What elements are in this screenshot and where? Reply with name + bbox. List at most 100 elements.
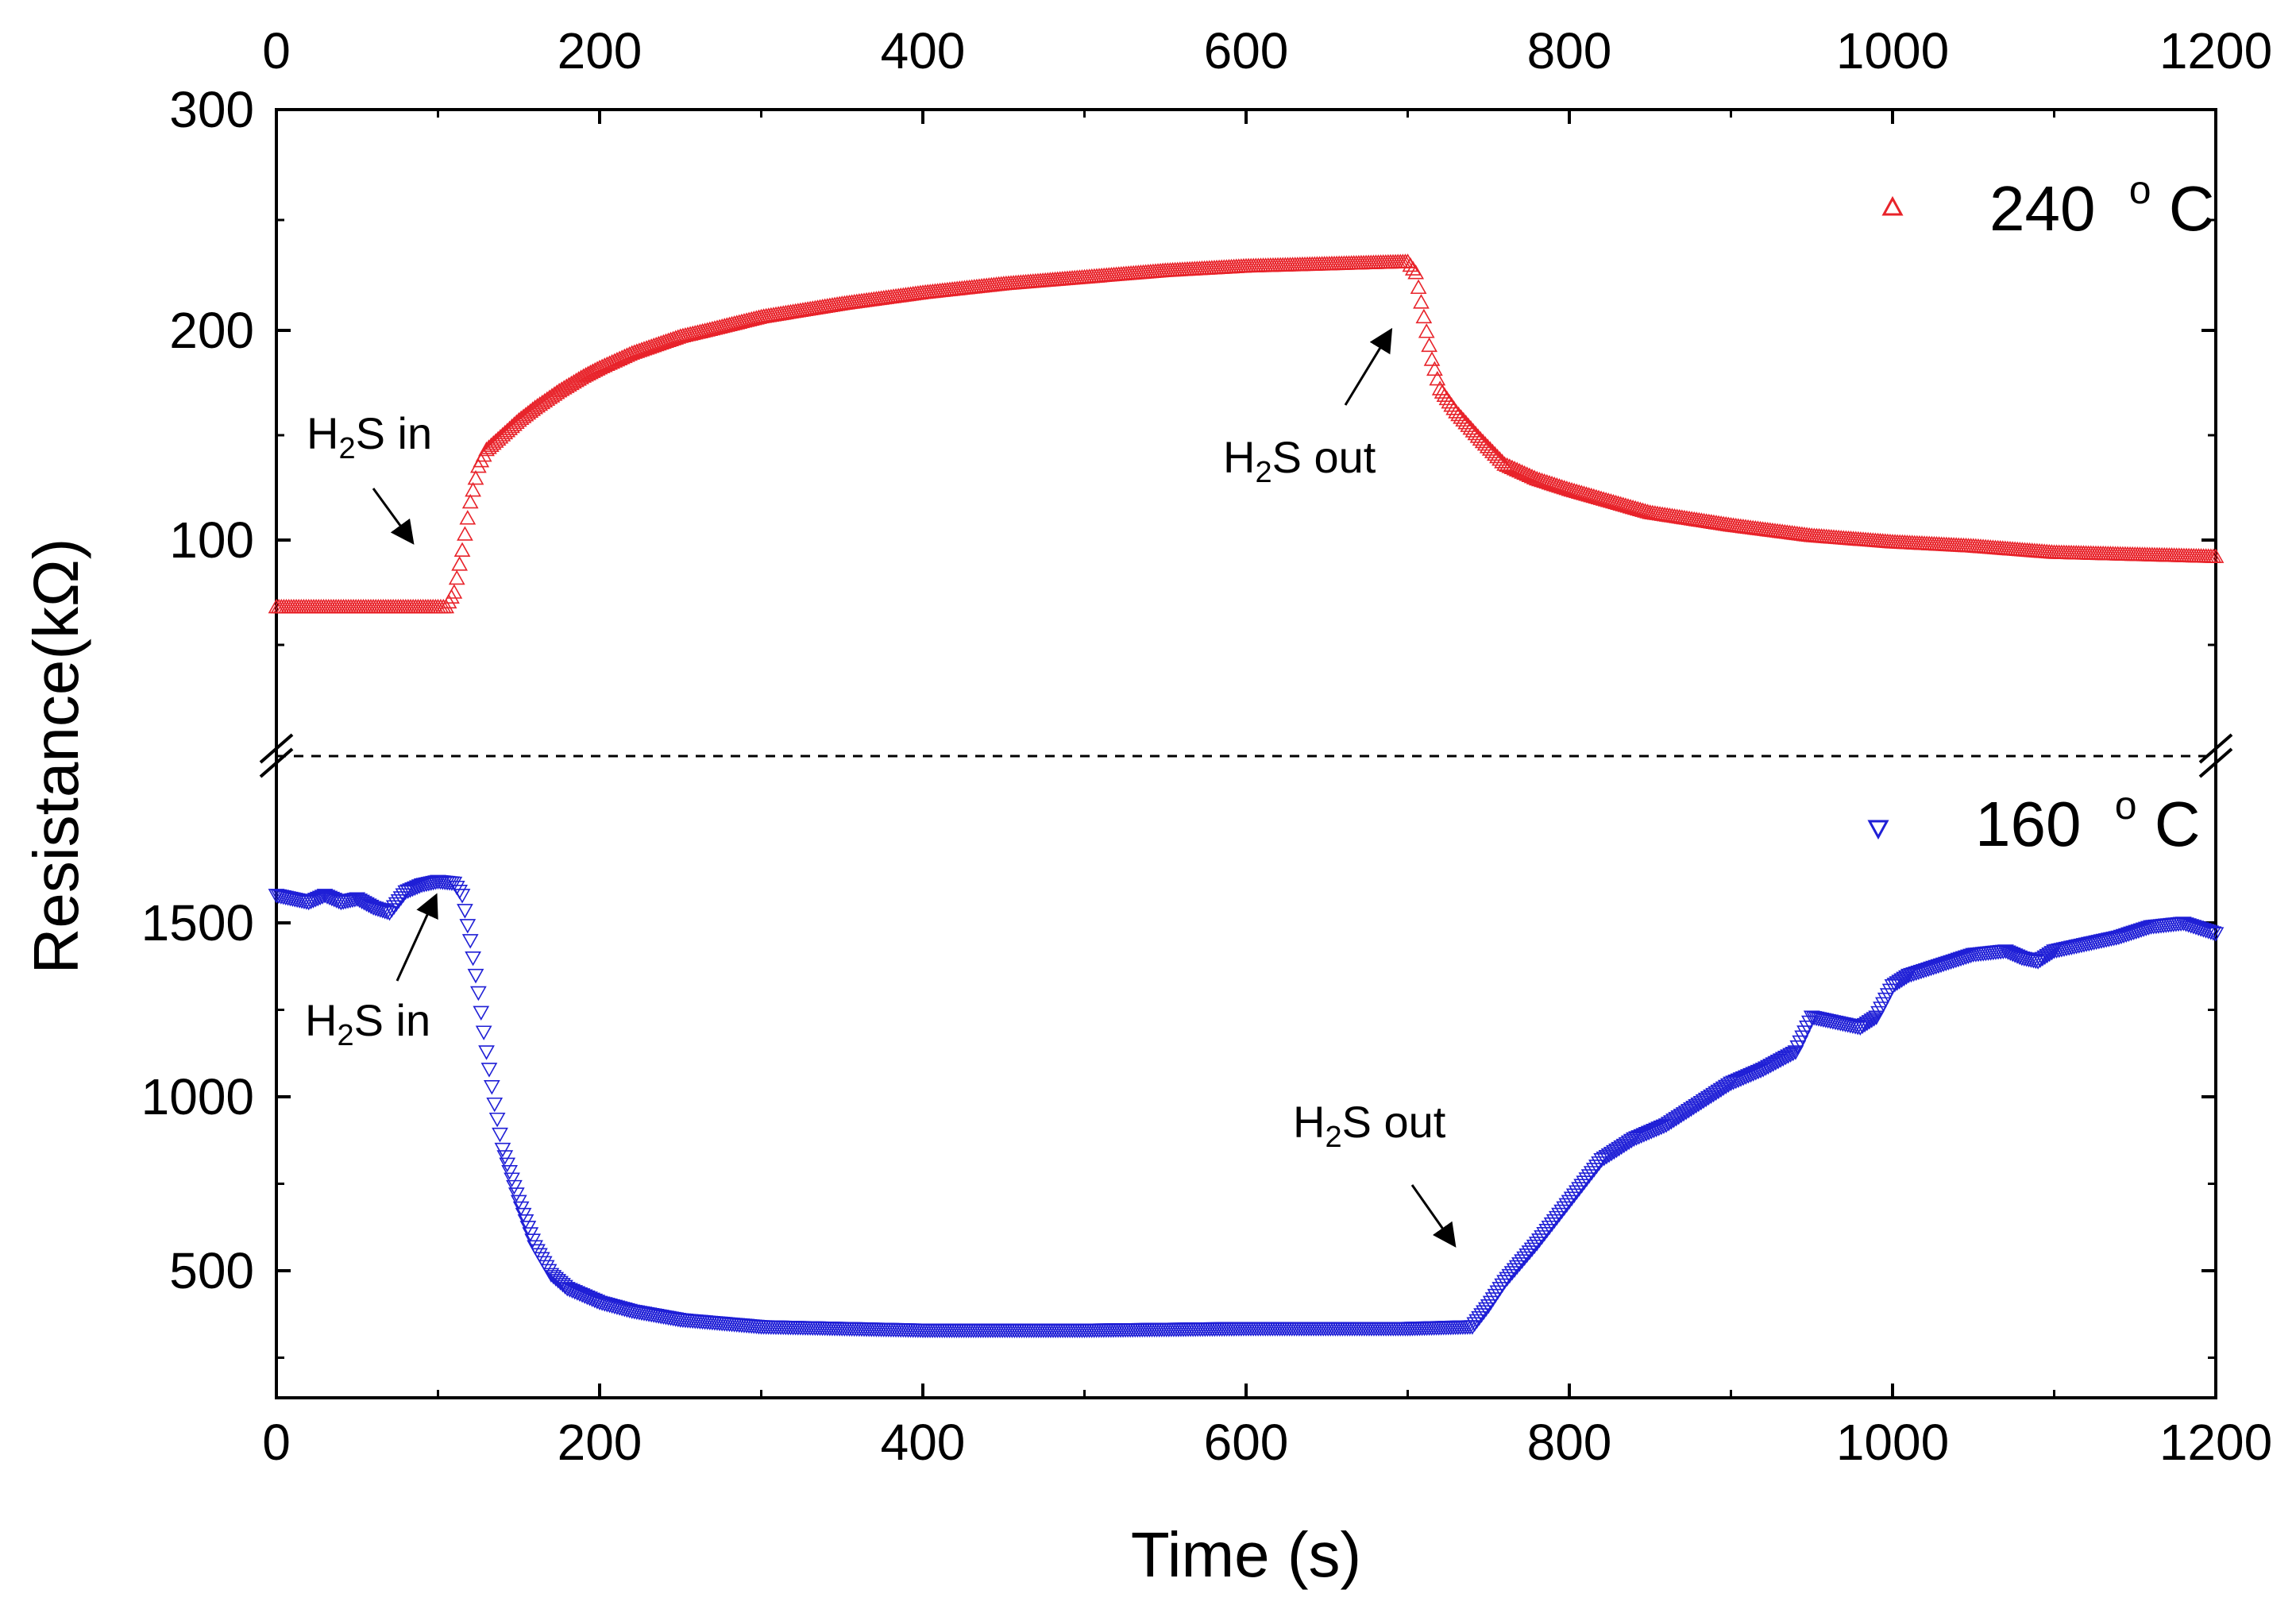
data-point xyxy=(1228,258,1245,273)
data-point xyxy=(1093,1323,1110,1338)
data-point xyxy=(379,905,396,920)
data-point xyxy=(1197,1322,1214,1337)
x-tick-label-bottom: 600 xyxy=(1204,1414,1289,1471)
data-point xyxy=(1206,1322,1223,1337)
data-point xyxy=(1626,500,1644,515)
data-point xyxy=(1059,1323,1076,1339)
data-point xyxy=(1595,491,1612,506)
data-point xyxy=(1202,1322,1218,1337)
data-point xyxy=(1333,255,1350,270)
legend-marker-triangle-down xyxy=(1867,820,1889,840)
data-point xyxy=(1121,1323,1139,1338)
data-point xyxy=(1160,1322,1178,1337)
data-point xyxy=(1896,971,1912,987)
data-point xyxy=(1380,1322,1397,1337)
data-point xyxy=(1269,1322,1286,1337)
data-point xyxy=(2126,546,2144,562)
data-point xyxy=(974,1323,992,1339)
data-point xyxy=(1496,1275,1513,1290)
data-point xyxy=(510,411,527,427)
data-point xyxy=(1950,952,1967,968)
data-point xyxy=(1240,257,1257,273)
data-point xyxy=(422,598,439,614)
data-point xyxy=(1462,419,1480,435)
data-point xyxy=(1391,253,1409,268)
data-point xyxy=(1905,967,1922,982)
data-point xyxy=(860,1322,878,1337)
data-point xyxy=(1260,257,1277,272)
data-point xyxy=(1553,478,1570,494)
data-point xyxy=(1323,255,1341,271)
data-point xyxy=(295,598,312,614)
data-point xyxy=(1247,257,1264,272)
data-point xyxy=(494,1142,511,1158)
data-point xyxy=(467,968,484,984)
data-point xyxy=(1076,1323,1093,1339)
data-point xyxy=(402,883,419,898)
data-point xyxy=(1194,1322,1211,1337)
data-point xyxy=(1167,261,1183,277)
data-point xyxy=(1937,956,1954,972)
data-point xyxy=(853,1322,870,1337)
data-point xyxy=(1216,1322,1233,1337)
data-point xyxy=(1165,1322,1183,1337)
data-point xyxy=(305,893,322,909)
x-tick-label-bottom: 1000 xyxy=(1836,1414,1949,1471)
data-point xyxy=(1605,493,1622,509)
data-point xyxy=(1920,962,1937,978)
data-point xyxy=(399,598,417,614)
data-point xyxy=(814,1321,831,1337)
data-point xyxy=(794,1321,812,1336)
data-point xyxy=(1935,957,1952,973)
data-point xyxy=(1368,254,1384,269)
data-point xyxy=(1139,1322,1156,1338)
data-point xyxy=(926,1323,943,1339)
data-point xyxy=(1506,461,1523,476)
data-point xyxy=(804,1321,821,1337)
data-point xyxy=(1603,492,1619,508)
data-point xyxy=(1384,1322,1402,1337)
data-point xyxy=(1389,1322,1407,1337)
data-point xyxy=(878,1322,895,1338)
data-point xyxy=(848,1322,866,1337)
data-point xyxy=(287,598,305,614)
data-point xyxy=(1302,1322,1320,1337)
x-ticks-bottom: 0 200 400 600 800 1000 1200 xyxy=(262,1384,2272,1471)
data-point xyxy=(465,951,481,967)
data-point xyxy=(1501,458,1518,473)
data-point xyxy=(407,881,423,897)
data-point xyxy=(2202,925,2220,940)
data-point xyxy=(2080,545,2097,560)
data-point xyxy=(404,882,421,897)
data-point xyxy=(1518,1248,1536,1264)
data-point xyxy=(1637,503,1654,518)
data-point xyxy=(806,1321,824,1337)
data-point xyxy=(367,598,384,614)
data-point xyxy=(1240,1322,1257,1337)
data-point xyxy=(977,1323,994,1339)
data-point xyxy=(1607,494,1624,510)
data-point xyxy=(2125,925,2143,941)
data-point xyxy=(931,1323,948,1339)
data-point xyxy=(914,1323,932,1339)
data-point xyxy=(1952,951,1970,967)
data-point xyxy=(1295,1322,1313,1337)
data-point xyxy=(1006,1323,1023,1339)
data-point xyxy=(1503,459,1521,475)
data-point xyxy=(2148,546,2166,562)
data-point xyxy=(1254,1322,1271,1337)
data-point xyxy=(335,598,352,614)
series-240C xyxy=(268,253,2225,614)
data-point xyxy=(894,1323,912,1338)
data-point xyxy=(1886,978,1904,993)
data-point xyxy=(933,1323,951,1339)
data-point xyxy=(1233,1322,1250,1337)
data-point xyxy=(753,1320,770,1335)
data-point xyxy=(1199,1322,1216,1337)
data-point xyxy=(1928,535,1945,551)
data-point xyxy=(2120,927,2137,943)
data-point xyxy=(2190,921,2207,936)
data-point xyxy=(1363,1322,1380,1337)
data-point xyxy=(1344,1322,1361,1337)
data-point xyxy=(762,1320,780,1335)
